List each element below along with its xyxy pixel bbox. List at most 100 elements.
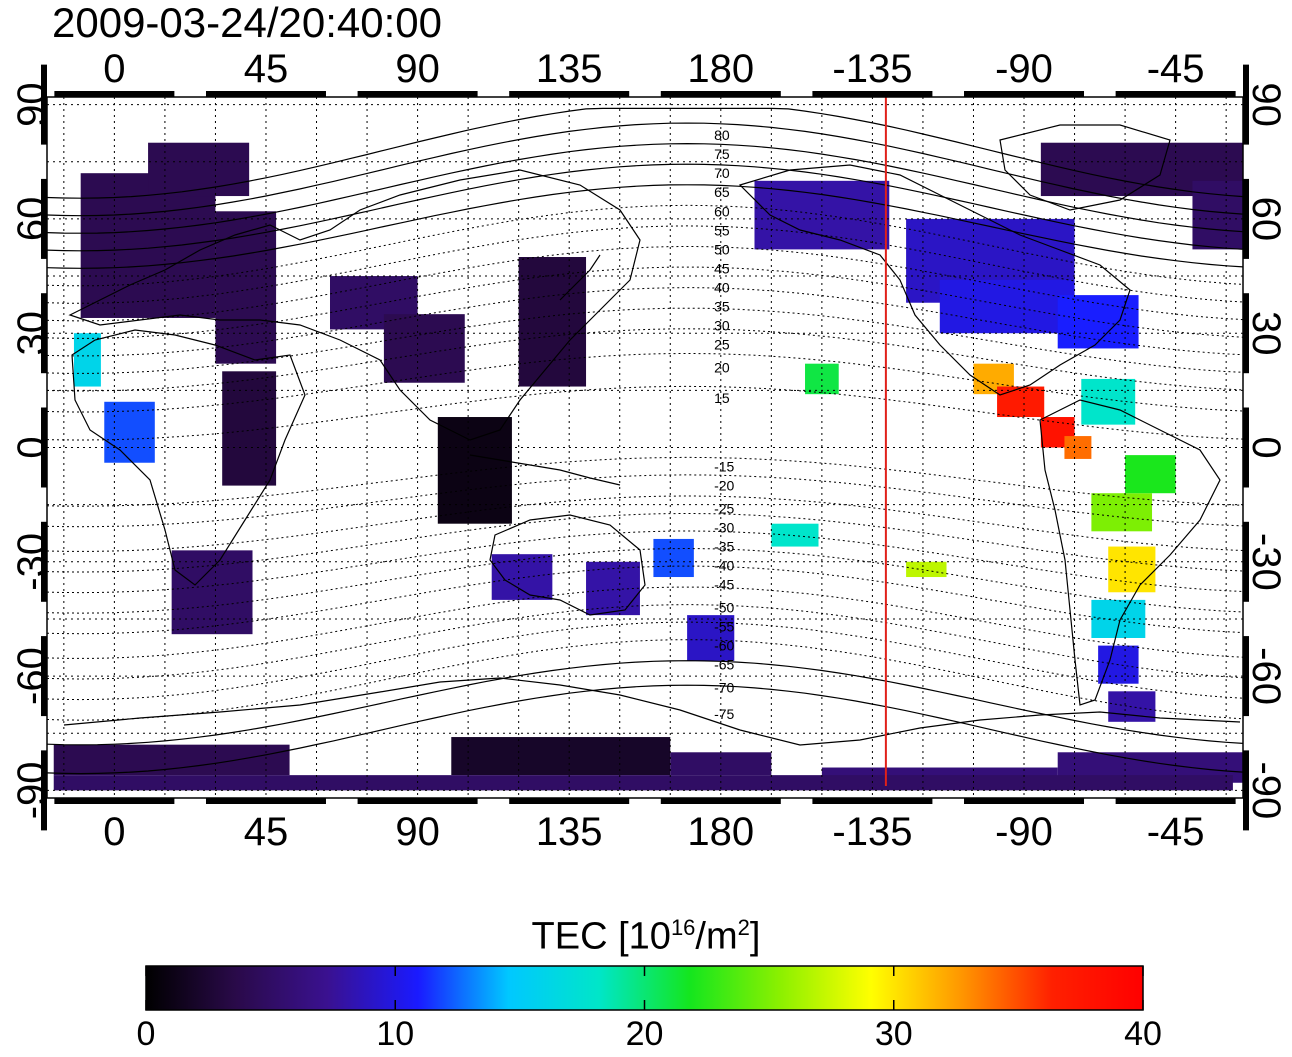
frame-tick-top xyxy=(660,91,781,97)
tec-patch-antarctica-east xyxy=(451,737,671,776)
frame-tick-top xyxy=(357,91,478,97)
tec-patch-southeast-asia xyxy=(437,417,512,524)
contour-25 xyxy=(46,328,1244,392)
contour--60 xyxy=(46,621,1244,701)
contour-label: 20 xyxy=(714,359,730,375)
tec-map: 80 75 70 65 60 55 50 45 40 35 30 25 20 15 -15 -20 -25 -30… xyxy=(10,47,1288,854)
contour-label: -50 xyxy=(714,600,734,616)
lat-tick-label-right: 60 xyxy=(1244,197,1288,242)
tec-patch-east-asia xyxy=(518,257,587,387)
tec-patch-brazil xyxy=(1125,455,1176,494)
tec-patch-scandinavia xyxy=(148,142,250,197)
contour--65 xyxy=(46,639,1244,721)
lat-tick-label-right: 90 xyxy=(1244,82,1288,127)
tec-patch-west-africa xyxy=(104,401,155,463)
colorbar-tick-label: 20 xyxy=(625,1015,664,1053)
contour-label: -35 xyxy=(714,539,734,555)
contour-55 xyxy=(46,204,1244,287)
contour-label: -30 xyxy=(714,520,734,536)
frame-tick-right xyxy=(1243,178,1249,259)
lat-tick-label-left: 30 xyxy=(10,311,54,356)
contour-70 xyxy=(46,142,1244,234)
magnetic-latitude-contours xyxy=(46,107,1244,775)
lat-tick-label-right: -30 xyxy=(1244,533,1288,591)
coastline-japan xyxy=(559,254,601,301)
lon-tick-label-top: -90 xyxy=(995,47,1053,91)
lon-tick-label-top: -135 xyxy=(832,47,912,91)
frame-tick-right xyxy=(1243,750,1249,831)
contour-label: 15 xyxy=(714,390,730,406)
contour-40 xyxy=(46,266,1244,339)
tec-patch-australia-east xyxy=(586,561,640,616)
contour-label: -70 xyxy=(714,680,734,696)
lon-tick-label-bottom: -45 xyxy=(1147,810,1205,854)
frame-tick-bottom xyxy=(812,798,933,804)
lon-tick-label-bottom: -90 xyxy=(995,810,1053,854)
contour--20 xyxy=(46,474,1244,528)
colorbar-title: TEC [1016/m2] xyxy=(0,906,1292,959)
frame-tick-left xyxy=(41,636,47,717)
coastline-indonesia xyxy=(469,454,621,486)
axis-tick-labels: 0045459090135135180180-135-135-90-90-45-… xyxy=(10,47,1288,854)
frame-tick-right xyxy=(1243,521,1249,602)
lon-tick-label-top: 0 xyxy=(103,47,125,91)
colorbar-tick-label: 30 xyxy=(874,1015,913,1053)
frame-tick-bottom xyxy=(509,798,630,804)
lat-tick-label-right: 30 xyxy=(1244,311,1288,356)
contour-label: -45 xyxy=(714,577,734,593)
contour-label: 45 xyxy=(714,260,730,276)
frame-tick-top xyxy=(964,91,1085,97)
contour-label: -60 xyxy=(714,638,734,654)
colorbar-title-prefix: TEC [10 xyxy=(531,915,671,958)
contour-20 xyxy=(46,352,1244,413)
contour-label-layer: 80 75 70 65 60 55 50 45 40 35 30 25 20 15 -15 -20 -25 -30… xyxy=(714,127,734,722)
contour--15 xyxy=(46,456,1244,507)
lat-tick-label-left: 60 xyxy=(10,197,54,242)
contour--70 xyxy=(46,660,1244,746)
frame-tick-right xyxy=(1243,293,1249,374)
lat-tick-label-left: -30 xyxy=(10,533,54,591)
colorbar-tick-label: 10 xyxy=(376,1015,415,1053)
tec-patch-central-america xyxy=(997,386,1045,418)
frame-tick-left xyxy=(41,64,47,145)
tec-patch-south-pole-band xyxy=(53,775,1233,791)
tec-patch-new-zealand-seas xyxy=(653,538,694,578)
contour-80 xyxy=(46,107,1244,199)
coastline-greenland xyxy=(999,124,1171,211)
contour-label: 55 xyxy=(714,222,730,238)
lon-tick-label-bottom: 135 xyxy=(536,810,603,854)
frame-tick-left xyxy=(41,750,47,831)
tec-patch-amazon xyxy=(1091,493,1153,532)
lat-tick-label-left: 90 xyxy=(10,82,54,127)
tec-patch-south-pacific-mid xyxy=(771,523,819,547)
frame-tick-top xyxy=(812,91,933,97)
lon-tick-label-bottom: 90 xyxy=(395,810,440,854)
colorbar-ticks xyxy=(145,966,1144,1010)
contour-75 xyxy=(46,122,1244,217)
tec-patch-south-africa xyxy=(171,550,253,635)
colorbar-tick-label: 0 xyxy=(136,1015,156,1053)
contour-label: -75 xyxy=(714,706,734,722)
tec-patch-antarctica-west xyxy=(53,744,290,776)
frame-tick-bottom xyxy=(964,798,1085,804)
coastline-south-america xyxy=(1039,399,1221,706)
lon-tick-label-top: 45 xyxy=(244,47,289,91)
frame-tick-left xyxy=(41,407,47,488)
frame-tick-left xyxy=(41,178,47,259)
frame-tick-right xyxy=(1243,64,1249,145)
colorbar-tick-label: 40 xyxy=(1124,1015,1162,1053)
contour-label: -40 xyxy=(714,558,734,574)
page-title: 2009-03-24/20:40:00 xyxy=(52,0,442,46)
frame-tick-bottom xyxy=(357,798,478,804)
contour-label: 25 xyxy=(714,337,730,353)
contour-60 xyxy=(46,184,1244,269)
lon-tick-label-top: 180 xyxy=(687,47,754,91)
frame-tick-left xyxy=(41,521,47,602)
lat-tick-label-right: 0 xyxy=(1244,436,1288,458)
frame-tick-right xyxy=(1243,407,1249,488)
contour-label: -20 xyxy=(714,478,734,494)
contour-label: 50 xyxy=(714,241,730,257)
contour-label: -25 xyxy=(714,500,734,516)
tec-patch-colombia xyxy=(1064,436,1092,459)
lat-tick-label-right: -60 xyxy=(1244,647,1288,705)
